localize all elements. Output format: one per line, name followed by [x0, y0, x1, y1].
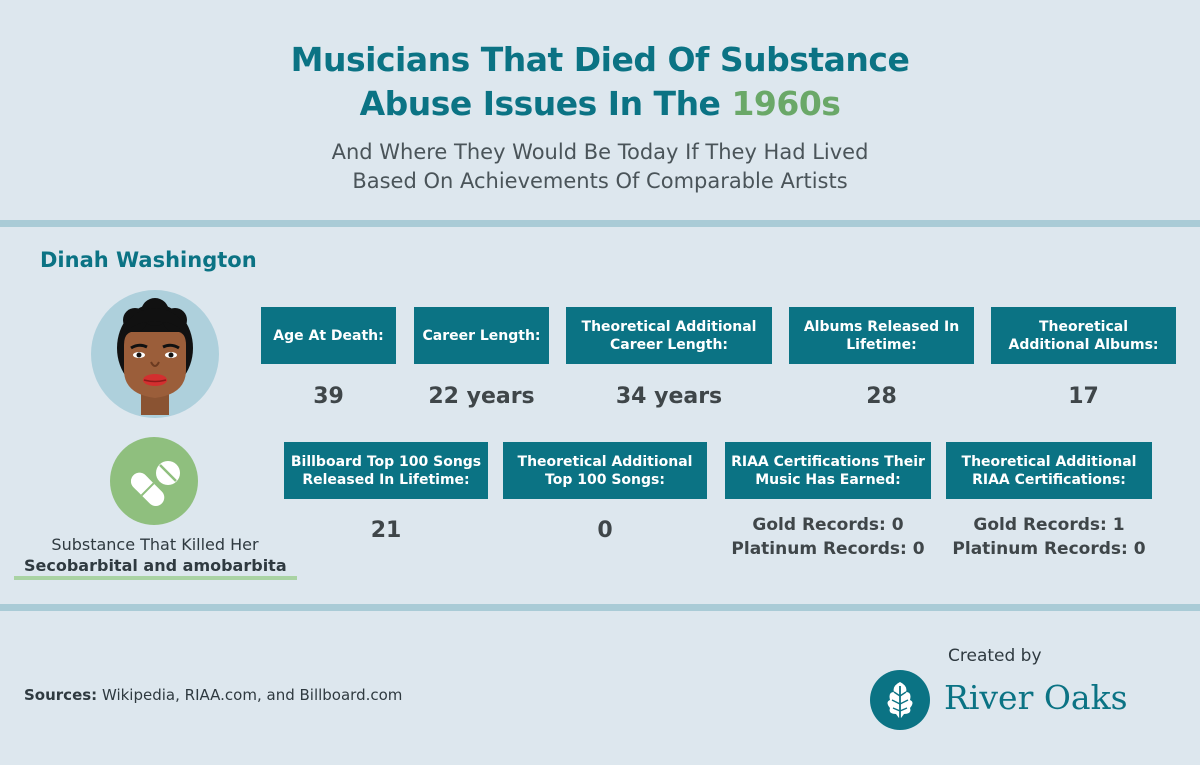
top-divider: [0, 220, 1200, 227]
stat-value-theoretical-riaa: Gold Records: 1 Platinum Records: 0: [936, 513, 1162, 561]
stat-value-albums-released: 28: [866, 384, 897, 409]
theoretical-riaa-gold: Gold Records: 1: [973, 515, 1125, 535]
brand-logo-text: River Oaks: [944, 678, 1128, 717]
stat-value-age-at-death: 39: [313, 384, 344, 409]
title-line-1: Musicians That Died Of Substance: [290, 40, 910, 79]
stat-label-career-length: Career Length:: [414, 307, 549, 364]
subtitle-line-1: And Where They Would Be Today If They Ha…: [331, 140, 869, 164]
sources-text: Wikipedia, RIAA.com, and Billboard.com: [97, 686, 403, 704]
title-line-2-text: Abuse Issues In The: [359, 84, 732, 123]
pills-icon: [110, 437, 198, 525]
stat-value-theoretical-career-length: 34 years: [615, 384, 723, 409]
title-line-2: Abuse Issues In The 1960s: [0, 82, 1200, 126]
page-title: Musicians That Died Of Substance Abuse I…: [0, 38, 1200, 126]
sources-note: Sources: Wikipedia, RIAA.com, and Billbo…: [24, 686, 402, 704]
stat-label-theoretical-riaa: Theoretical Additional RIAA Certificatio…: [946, 442, 1152, 499]
sources-label: Sources:: [24, 686, 98, 704]
riaa-earned-platinum: Platinum Records: 0: [731, 539, 925, 559]
stat-label-theoretical-songs: Theoretical Additional Top 100 Songs:: [503, 442, 707, 499]
page-subtitle: And Where They Would Be Today If They Ha…: [0, 138, 1200, 196]
stat-value-career-length: 22 years: [428, 384, 535, 409]
stat-value-riaa-earned: Gold Records: 0 Platinum Records: 0: [715, 513, 941, 561]
woman-portrait-icon: [91, 290, 219, 418]
title-accent: 1960s: [731, 84, 841, 123]
theoretical-riaa-platinum: Platinum Records: 0: [952, 539, 1146, 559]
bottom-divider: [0, 604, 1200, 611]
substance-label: Substance That Killed Her: [51, 535, 259, 554]
created-by-label: Created by: [948, 646, 1042, 666]
stat-label-theoretical-albums: Theoretical Additional Albums:: [991, 307, 1176, 364]
oak-leaf-icon: [870, 670, 930, 730]
stat-label-riaa-earned: RIAA Certifications Their Music Has Earn…: [725, 442, 931, 499]
subtitle-line-2: Based On Achievements Of Comparable Arti…: [352, 169, 848, 193]
stat-label-albums-released: Albums Released In Lifetime:: [789, 307, 974, 364]
artist-name: Dinah Washington: [40, 248, 257, 272]
stat-value-theoretical-albums: 17: [1068, 384, 1099, 409]
riaa-earned-gold: Gold Records: 0: [752, 515, 904, 535]
substance-value: Secobarbital and amobarbita: [14, 556, 297, 580]
stat-value-billboard-songs: 21: [370, 518, 402, 543]
stat-label-theoretical-career-length: Theoretical Additional Career Length:: [566, 307, 772, 364]
stat-value-theoretical-songs: 0: [597, 518, 613, 543]
stat-label-billboard-songs: Billboard Top 100 Songs Released In Life…: [284, 442, 488, 499]
stat-label-age-at-death: Age At Death:: [261, 307, 396, 364]
